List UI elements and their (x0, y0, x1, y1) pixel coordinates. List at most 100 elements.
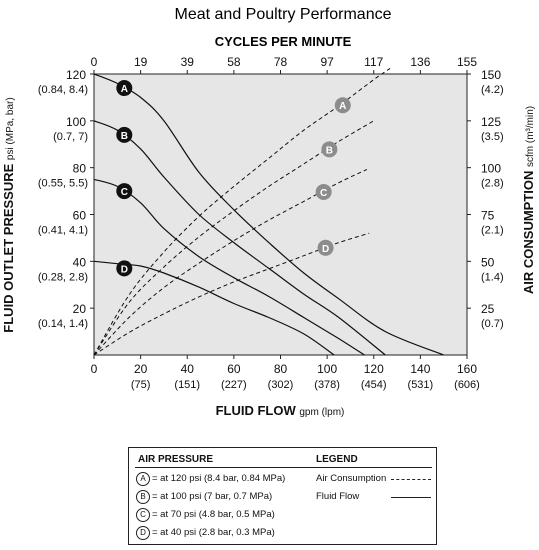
y2-tick-secondary-label: (1.4) (481, 271, 504, 283)
legend-box: AIR PRESSURE LEGEND A = at 120 psi (8.4 b… (128, 447, 437, 545)
pressure-key-b: B (136, 490, 150, 504)
y-axis-title-main: FLUID OUTLET PRESSURE (1, 160, 16, 333)
pressure-text-b: = at 100 psi (7 bar, 0.7 MPa) (152, 491, 273, 502)
top-tick-label: 117 (364, 55, 383, 69)
air-marker-c (315, 183, 332, 200)
legend-pressure-b: B = at 100 psi (7 bar, 0.7 MPa) (136, 488, 272, 506)
y-tick-label: 100 (66, 115, 86, 129)
x-tick-secondary-label: (606) (454, 379, 480, 391)
y2-tick-label: 150 (481, 68, 501, 82)
x-tick-secondary-label: (302) (268, 379, 294, 391)
legend-header: LEGEND (316, 454, 358, 465)
air-pressure-header: AIR PRESSURE (138, 454, 214, 465)
x-tick-label: 40 (181, 362, 195, 376)
x-tick-label: 100 (317, 362, 337, 376)
top-axis-title: CYCLES PER MINUTE (215, 34, 352, 49)
y-tick-secondary-label: (0.41, 4.1) (38, 225, 88, 237)
x-tick-secondary-label: (454) (361, 379, 387, 391)
legend-pressure-a: A = at 120 psi (8.4 bar, 0.84 MPa) (136, 470, 285, 488)
x-tick-secondary-label: (227) (221, 379, 247, 391)
air-marker-b (321, 141, 338, 158)
fluid-marker-label-d: D (121, 264, 128, 275)
y-tick-secondary-label: (0.7, 7) (53, 131, 88, 143)
legend-pressure-d: D = at 40 psi (2.8 bar, 0.3 MPa) (136, 524, 275, 542)
air-marker-label-d: D (322, 244, 329, 255)
y-tick-label: 80 (73, 162, 87, 176)
fluid-marker-d (116, 260, 133, 277)
fluid-marker-label-a: A (121, 84, 128, 95)
pressure-key-c: C (136, 508, 150, 522)
fluid-flow-line-a (93, 73, 444, 356)
pressure-text-a: = at 120 psi (8.4 bar, 0.84 MPa) (152, 473, 286, 484)
y2-tick-label: 100 (481, 162, 501, 176)
y2-tick-secondary-label: (2.1) (481, 225, 504, 237)
x-tick-secondary-label: (151) (174, 379, 200, 391)
x-tick-label: 0 (91, 362, 98, 376)
y-tick-label: 120 (66, 68, 86, 82)
y-tick-secondary-label: (0.84, 8.4) (38, 84, 88, 96)
legend-pressure-c: C = at 70 psi (4.8 bar, 0.5 MPa) (136, 506, 275, 524)
air-consumption-label: Air Consumption (316, 473, 387, 484)
top-tick-label: 0 (91, 55, 98, 69)
y2-tick-label: 50 (481, 255, 495, 269)
y2-tick-secondary-label: (3.5) (481, 131, 504, 143)
y2-axis-title-unit: scfm (m³/min) (525, 106, 536, 167)
air-marker-label-a: A (339, 101, 346, 112)
y-tick-secondary-label: (0.55, 5.5) (38, 178, 88, 190)
x-axis-title-main: FLUID FLOW (216, 403, 300, 418)
x-tick-secondary-label: (378) (314, 379, 340, 391)
air-consumption-swatch (391, 479, 431, 480)
y-axis-title: FLUID OUTLET PRESSURE psi (MPa, bar) (1, 97, 16, 332)
pressure-text-c: = at 70 psi (4.8 bar, 0.5 MPa) (152, 509, 275, 520)
fluid-flow-swatch (391, 497, 431, 498)
fluid-marker-b (116, 126, 133, 143)
pressure-text-d: = at 40 psi (2.8 bar, 0.3 MPa) (152, 527, 275, 538)
top-tick-label: 19 (134, 55, 148, 69)
pressure-key-d: D (136, 526, 150, 540)
x-tick-label: 140 (410, 362, 430, 376)
fluid-marker-label-c: C (121, 187, 128, 198)
x-axis-title-unit: gpm (lpm) (299, 407, 344, 418)
top-tick-label: 78 (274, 55, 288, 69)
air-marker-d (317, 239, 334, 256)
chart-title: Meat and Poultry Performance (175, 6, 392, 23)
y-tick-label: 20 (73, 302, 87, 316)
x-axis-title: FLUID FLOW gpm (lpm) (216, 403, 345, 418)
y2-axis-title: AIR CONSUMPTION scfm (m³/min) (521, 106, 536, 294)
top-tick-label: 136 (410, 55, 430, 69)
x-tick-secondary-label: (75) (131, 379, 151, 391)
y2-tick-label: 125 (481, 115, 501, 129)
y2-tick-secondary-label: (4.2) (481, 84, 504, 96)
legend-fluid-flow: Fluid Flow (316, 488, 432, 506)
air-marker-a (334, 97, 351, 114)
air-consumption-line-a (93, 67, 391, 356)
y2-tick-label: 75 (481, 209, 495, 223)
top-tick-label: 58 (227, 55, 241, 69)
y-tick-secondary-label: (0.28, 2.8) (38, 271, 88, 283)
air-marker-label-b: B (326, 145, 333, 156)
pressure-key-a: A (136, 472, 150, 486)
y2-tick-label: 25 (481, 302, 495, 316)
top-tick-label: 39 (181, 55, 195, 69)
fluid-flow-label: Fluid Flow (316, 491, 360, 502)
fluid-marker-c (116, 183, 133, 200)
fluid-marker-a (116, 80, 133, 97)
y2-axis-title-main: AIR CONSUMPTION (521, 167, 536, 294)
y-axis-title-unit: psi (MPa, bar) (5, 97, 16, 160)
performance-chart: Meat and Poultry Performance CYCLES PER … (1, 6, 536, 418)
x-tick-label: 20 (134, 362, 148, 376)
x-tick-secondary-label: (531) (408, 379, 434, 391)
y2-tick-secondary-label: (2.8) (481, 178, 504, 190)
top-tick-label: 97 (320, 55, 334, 69)
x-tick-label: 160 (457, 362, 477, 376)
x-tick-label: 120 (364, 362, 384, 376)
x-tick-label: 60 (227, 362, 241, 376)
legend-divider (135, 467, 432, 468)
air-marker-label-c: C (320, 188, 327, 199)
y-tick-label: 60 (73, 209, 87, 223)
y-tick-secondary-label: (0.14, 1.4) (38, 318, 88, 330)
plot-area (93, 73, 468, 356)
y-tick-label: 40 (73, 255, 87, 269)
legend-header-row: AIR PRESSURE LEGEND (129, 450, 436, 466)
x-tick-label: 80 (274, 362, 288, 376)
